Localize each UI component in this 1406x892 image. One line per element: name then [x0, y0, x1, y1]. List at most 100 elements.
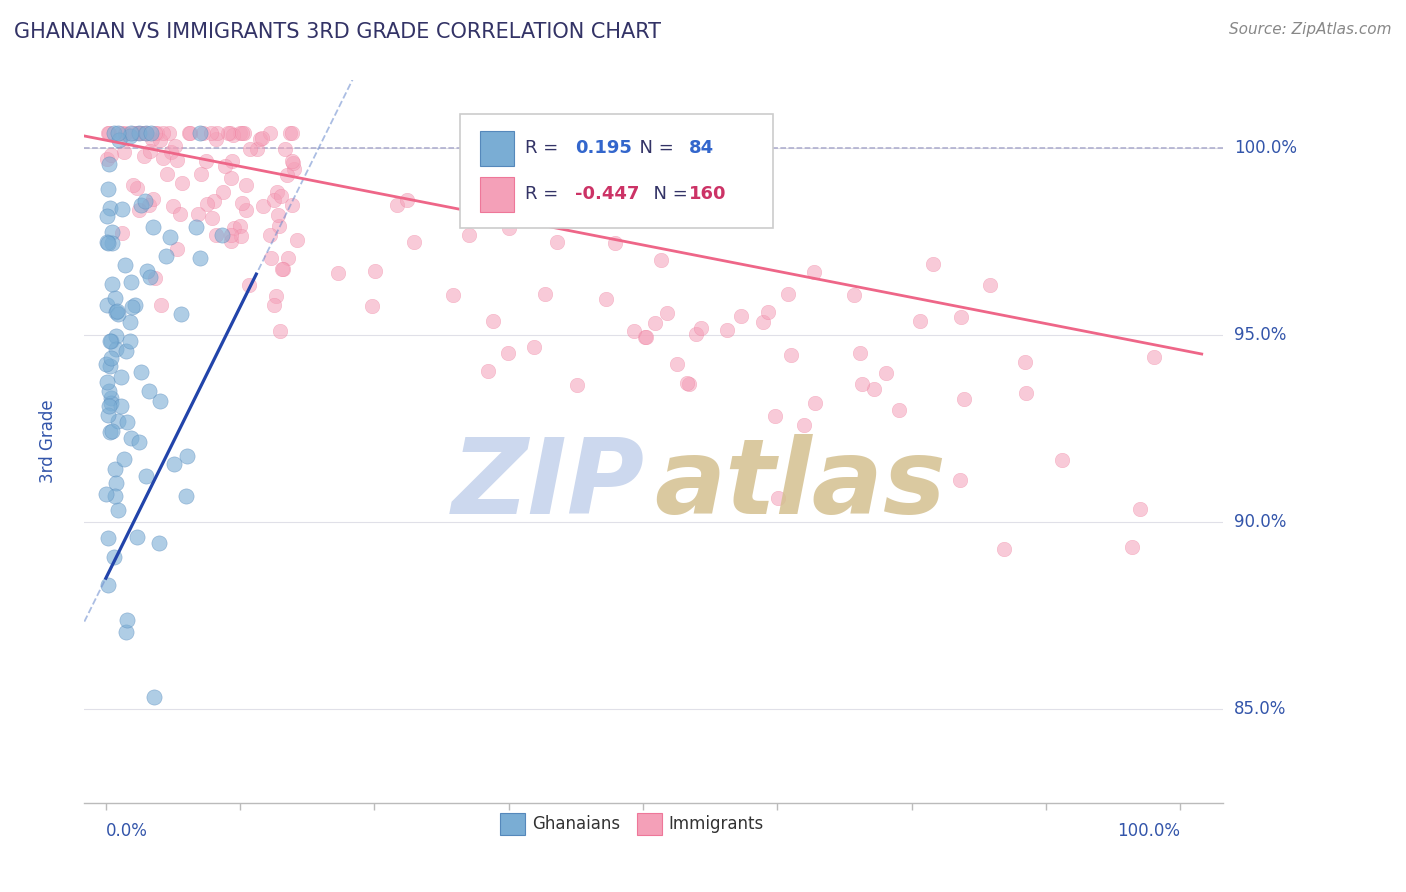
Point — [179, 126, 201, 140]
Text: 3rd Grade: 3rd Grade — [39, 400, 56, 483]
FancyBboxPatch shape — [460, 114, 773, 228]
Point — [851, 376, 873, 391]
Point — [561, 196, 583, 211]
Point — [266, 185, 288, 199]
Point — [98, 334, 121, 348]
Point — [120, 431, 142, 445]
Point — [361, 299, 384, 313]
Point — [756, 305, 779, 319]
Point — [768, 491, 790, 505]
Point — [546, 235, 568, 249]
Point — [142, 192, 165, 206]
Point — [97, 126, 120, 140]
Point — [281, 198, 304, 212]
Point — [100, 359, 122, 373]
Point — [108, 133, 131, 147]
Point — [97, 182, 120, 196]
Point — [100, 147, 122, 161]
Point — [112, 452, 135, 467]
Point — [269, 219, 291, 234]
Point — [482, 313, 505, 327]
Point — [98, 157, 121, 171]
Point — [993, 541, 1015, 556]
Point — [232, 126, 254, 140]
Point — [160, 145, 183, 160]
Point — [120, 334, 142, 348]
Point — [187, 207, 209, 221]
Point — [100, 391, 122, 405]
Point — [96, 235, 118, 249]
Text: ZIP: ZIP — [451, 434, 645, 536]
Point — [97, 384, 120, 399]
Point — [107, 414, 129, 428]
Point — [200, 126, 222, 140]
Text: 85.0%: 85.0% — [1234, 700, 1286, 718]
Point — [887, 402, 910, 417]
Point — [120, 126, 142, 140]
Point — [217, 126, 239, 140]
Point — [979, 278, 1001, 293]
Point — [260, 251, 283, 265]
Point — [1129, 502, 1152, 516]
Point — [235, 178, 257, 192]
Point — [142, 690, 165, 704]
Point — [949, 310, 972, 325]
Point — [103, 126, 125, 140]
Point — [716, 323, 738, 337]
Point — [94, 487, 117, 501]
Point — [763, 409, 786, 424]
Point — [1015, 386, 1038, 401]
Point — [112, 145, 135, 159]
Point — [364, 264, 387, 278]
Point — [141, 126, 163, 140]
Point — [100, 351, 122, 365]
Point — [124, 298, 146, 312]
Point — [128, 203, 150, 218]
Point — [135, 126, 157, 140]
Point — [98, 400, 121, 414]
Text: 100.0%: 100.0% — [1234, 138, 1296, 157]
Point — [191, 126, 214, 140]
Point — [97, 578, 120, 592]
Point — [118, 314, 141, 328]
Point — [96, 152, 118, 166]
Point — [142, 219, 165, 234]
Point — [949, 473, 972, 487]
Point — [534, 286, 557, 301]
Point — [110, 369, 132, 384]
Point — [730, 309, 752, 323]
Point — [603, 236, 626, 251]
Point — [104, 342, 127, 356]
Text: 0.195: 0.195 — [575, 139, 633, 157]
Text: R =: R = — [524, 139, 564, 157]
Point — [779, 348, 801, 362]
Point — [134, 194, 156, 208]
Point — [190, 167, 212, 181]
Text: 160: 160 — [689, 186, 727, 203]
Point — [498, 221, 520, 235]
Point — [271, 261, 294, 276]
Point — [97, 409, 120, 423]
Point — [259, 126, 281, 140]
Point — [162, 199, 184, 213]
Point — [1143, 350, 1166, 364]
Point — [100, 334, 122, 349]
Point — [675, 376, 697, 390]
Text: -0.447: -0.447 — [575, 186, 640, 203]
Point — [523, 340, 546, 354]
Bar — [501, 813, 524, 835]
Point — [188, 252, 211, 266]
Point — [875, 366, 897, 380]
Point — [477, 363, 499, 377]
Point — [115, 614, 138, 628]
Point — [157, 126, 180, 140]
Point — [134, 149, 156, 163]
Point — [149, 394, 172, 409]
Point — [146, 126, 169, 140]
Point — [281, 126, 304, 140]
Point — [219, 171, 242, 186]
Point — [752, 315, 775, 329]
Point — [1121, 540, 1143, 554]
Point — [285, 233, 308, 247]
Point — [952, 392, 974, 407]
